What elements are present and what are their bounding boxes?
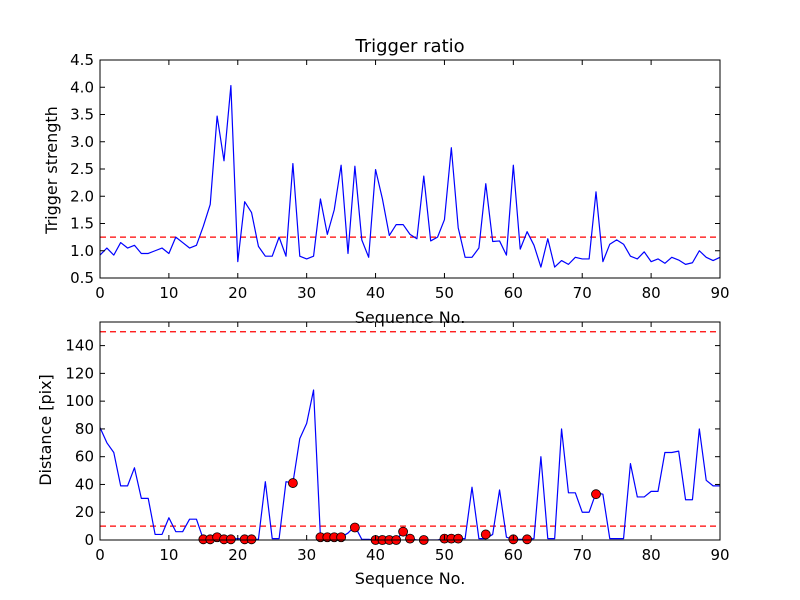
x-tick-label: 30 (297, 546, 316, 564)
x-tick-label: 60 (504, 546, 523, 564)
x-tick-label: 80 (642, 284, 661, 302)
x-tick-label: 10 (159, 546, 178, 564)
axes-frame (99, 321, 721, 541)
series-line (100, 389, 720, 540)
x-tick-label: 70 (573, 546, 592, 564)
x-tick-label: 0 (95, 284, 105, 302)
y-tick-label: 3.5 (70, 106, 94, 124)
y-tick-label: 100 (65, 392, 94, 410)
data-point-marker (349, 522, 360, 533)
x-tick-label: 50 (435, 284, 454, 302)
y-tick-label: 2.5 (70, 160, 94, 178)
distance-panel: 0 10 20 30 40 50 60 70 80 90 0 20 40 60 80 100 120 140 Se… (36, 321, 730, 588)
y-tick-label: 40 (75, 475, 94, 493)
series-line (100, 85, 720, 268)
chart-title: Trigger ratio (354, 36, 464, 57)
x-tick-label: 90 (710, 546, 729, 564)
trigger-ratio-panel: Trigger ratio 0 10 20 30 40 50 60 70 80 90 0.5 1.0 1… (42, 36, 730, 327)
data-point-marker (480, 529, 491, 540)
x-tick-label: 20 (228, 284, 247, 302)
y-axis-label: Distance [pix] (36, 374, 55, 486)
axes-frame (99, 59, 721, 279)
x-tick-label: 0 (95, 546, 105, 564)
x-axis-label: Sequence No. (355, 308, 466, 327)
y-tick-label: 60 (75, 448, 94, 466)
x-tick-label: 10 (159, 284, 178, 302)
data-point-marker (246, 534, 257, 545)
y-axis-label: Trigger strength (42, 106, 61, 235)
x-tick-label: 90 (710, 284, 729, 302)
y-tick-label: 80 (75, 420, 94, 438)
x-tick-label: 70 (573, 284, 592, 302)
x-tick-label: 50 (435, 546, 454, 564)
data-point-marker (453, 533, 464, 544)
y-tick-label: 1.5 (70, 215, 94, 233)
data-point-marker (398, 526, 409, 537)
y-tick-label: 0 (84, 531, 94, 549)
data-point-marker (336, 532, 347, 543)
y-tick-label: 4.5 (70, 51, 94, 69)
trigger-plot-area: 0 10 20 30 40 50 60 70 80 90 0.5 1.0 1.5 2.0 2.5 3.0 3.5… (70, 51, 729, 302)
data-point-marker (287, 478, 298, 488)
x-tick-label: 30 (297, 284, 316, 302)
x-axis-label: Sequence No. (355, 569, 466, 588)
data-point-marker (225, 534, 236, 545)
x-tick-label: 80 (642, 546, 661, 564)
x-tick-label: 60 (504, 284, 523, 302)
data-point-marker (522, 534, 533, 545)
y-tick-label: 0.5 (70, 269, 94, 287)
x-tick-label: 20 (228, 546, 247, 564)
data-point-marker (591, 489, 601, 500)
x-tick-label: 40 (366, 284, 385, 302)
y-tick-label: 3.0 (70, 133, 94, 151)
x-tick-label: 40 (366, 546, 385, 564)
y-tick-label: 2.0 (70, 187, 94, 205)
y-tick-label: 140 (65, 337, 94, 355)
y-tick-label: 1.0 (70, 242, 94, 260)
data-point-marker (405, 533, 415, 544)
distance-plot-area: 0 10 20 30 40 50 60 70 80 90 0 20 40 60 80 100 120 140 (65, 321, 730, 564)
y-tick-label: 20 (75, 503, 94, 521)
y-tick-label: 120 (65, 364, 94, 382)
y-tick-label: 4.0 (70, 78, 94, 96)
